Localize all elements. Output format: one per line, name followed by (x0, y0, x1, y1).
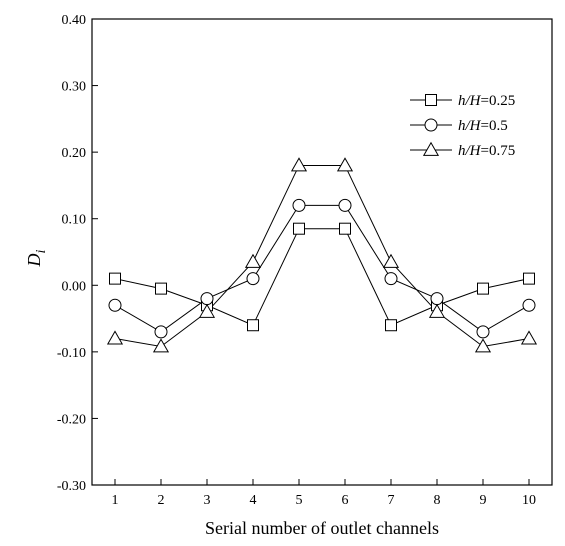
x-tick-label: 9 (480, 493, 487, 508)
data-point-square (109, 272, 121, 285)
x-tick-label: 4 (250, 493, 257, 508)
data-point-triangle (382, 253, 400, 268)
y-axis-title-main: D (24, 253, 44, 267)
legend-label-variable: h/H (458, 118, 482, 134)
data-point-triangle (290, 157, 308, 172)
svg-text:Di: Di (24, 249, 49, 267)
x-tick-label: 6 (342, 493, 349, 508)
y-tick-label: 0.40 (62, 13, 87, 28)
data-point-circle (522, 298, 536, 312)
data-point-square (293, 222, 305, 235)
y-tick-label: -0.10 (57, 346, 86, 361)
legend-label-value: =0.25 (481, 93, 516, 109)
legend-marker-square (425, 94, 437, 106)
y-tick-label: 0.10 (62, 213, 87, 228)
legend-label-value: =0.75 (481, 143, 516, 159)
data-point-triangle (336, 157, 354, 172)
y-tick-label: -0.20 (57, 412, 86, 427)
data-point-square (247, 319, 259, 332)
data-point-triangle (152, 338, 170, 353)
data-point-triangle (520, 330, 538, 345)
x-tick-label: 2 (158, 493, 165, 508)
x-tick-label: 7 (388, 493, 395, 508)
x-tick-label: 5 (296, 493, 303, 508)
legend: h/H=0.25h/H=0.5h/H=0.75 (410, 93, 515, 159)
y-tick-label: 0.20 (62, 146, 87, 161)
data-point-triangle (198, 303, 216, 318)
axis-ticks: -0.30 -0.20 -0.10 0.00 0.10 0.20 0.30 0.40 1 2 3 4 5… (57, 13, 536, 508)
legend-label-variable: h/H (458, 143, 482, 159)
legend-label: h/H=0.75 (458, 143, 515, 159)
data-point-circle (384, 272, 398, 286)
x-axis-title: Serial number of outlet channels (205, 518, 439, 538)
x-tick-label: 10 (522, 493, 536, 508)
y-axis-title-subscript: i (34, 249, 49, 253)
data-point-circle (476, 325, 490, 339)
data-point-triangle (474, 338, 492, 353)
x-tick-label: 8 (434, 493, 441, 508)
data-point-circle (200, 292, 214, 306)
y-axis-title: Di (24, 249, 49, 267)
legend-label-value: =0.5 (481, 118, 508, 134)
legend-label: h/H=0.25 (458, 93, 515, 109)
x-tick-label: 1 (112, 493, 119, 508)
data-point-circle (108, 298, 122, 312)
legend-label-variable: h/H (458, 93, 482, 109)
data-point-circle (154, 325, 168, 339)
data-point-square (339, 222, 351, 235)
plot-frame (91, 18, 553, 486)
y-tick-label: 0.00 (62, 279, 87, 294)
data-point-circle (430, 292, 444, 306)
series-line-circle (114, 204, 530, 333)
x-tick-label: 3 (204, 493, 211, 508)
series-line-square (114, 228, 530, 326)
series-markers (106, 157, 538, 353)
data-point-square (155, 282, 167, 295)
data-point-triangle (428, 303, 446, 318)
legend-marker-circle (424, 118, 438, 132)
data-point-triangle (244, 253, 262, 268)
series-line-triangle (114, 164, 530, 348)
data-point-square (385, 319, 397, 332)
data-point-triangle (106, 330, 124, 345)
data-point-square (477, 282, 489, 295)
data-point-square (523, 272, 535, 285)
data-point-circle (338, 198, 352, 212)
legend-label: h/H=0.5 (458, 118, 508, 134)
y-tick-label: -0.30 (57, 479, 86, 494)
data-point-circle (246, 272, 260, 286)
data-point-circle (292, 198, 306, 212)
legend-marker-triangle (422, 141, 440, 156)
series-lines (114, 164, 530, 348)
y-tick-label: 0.30 (62, 80, 87, 95)
